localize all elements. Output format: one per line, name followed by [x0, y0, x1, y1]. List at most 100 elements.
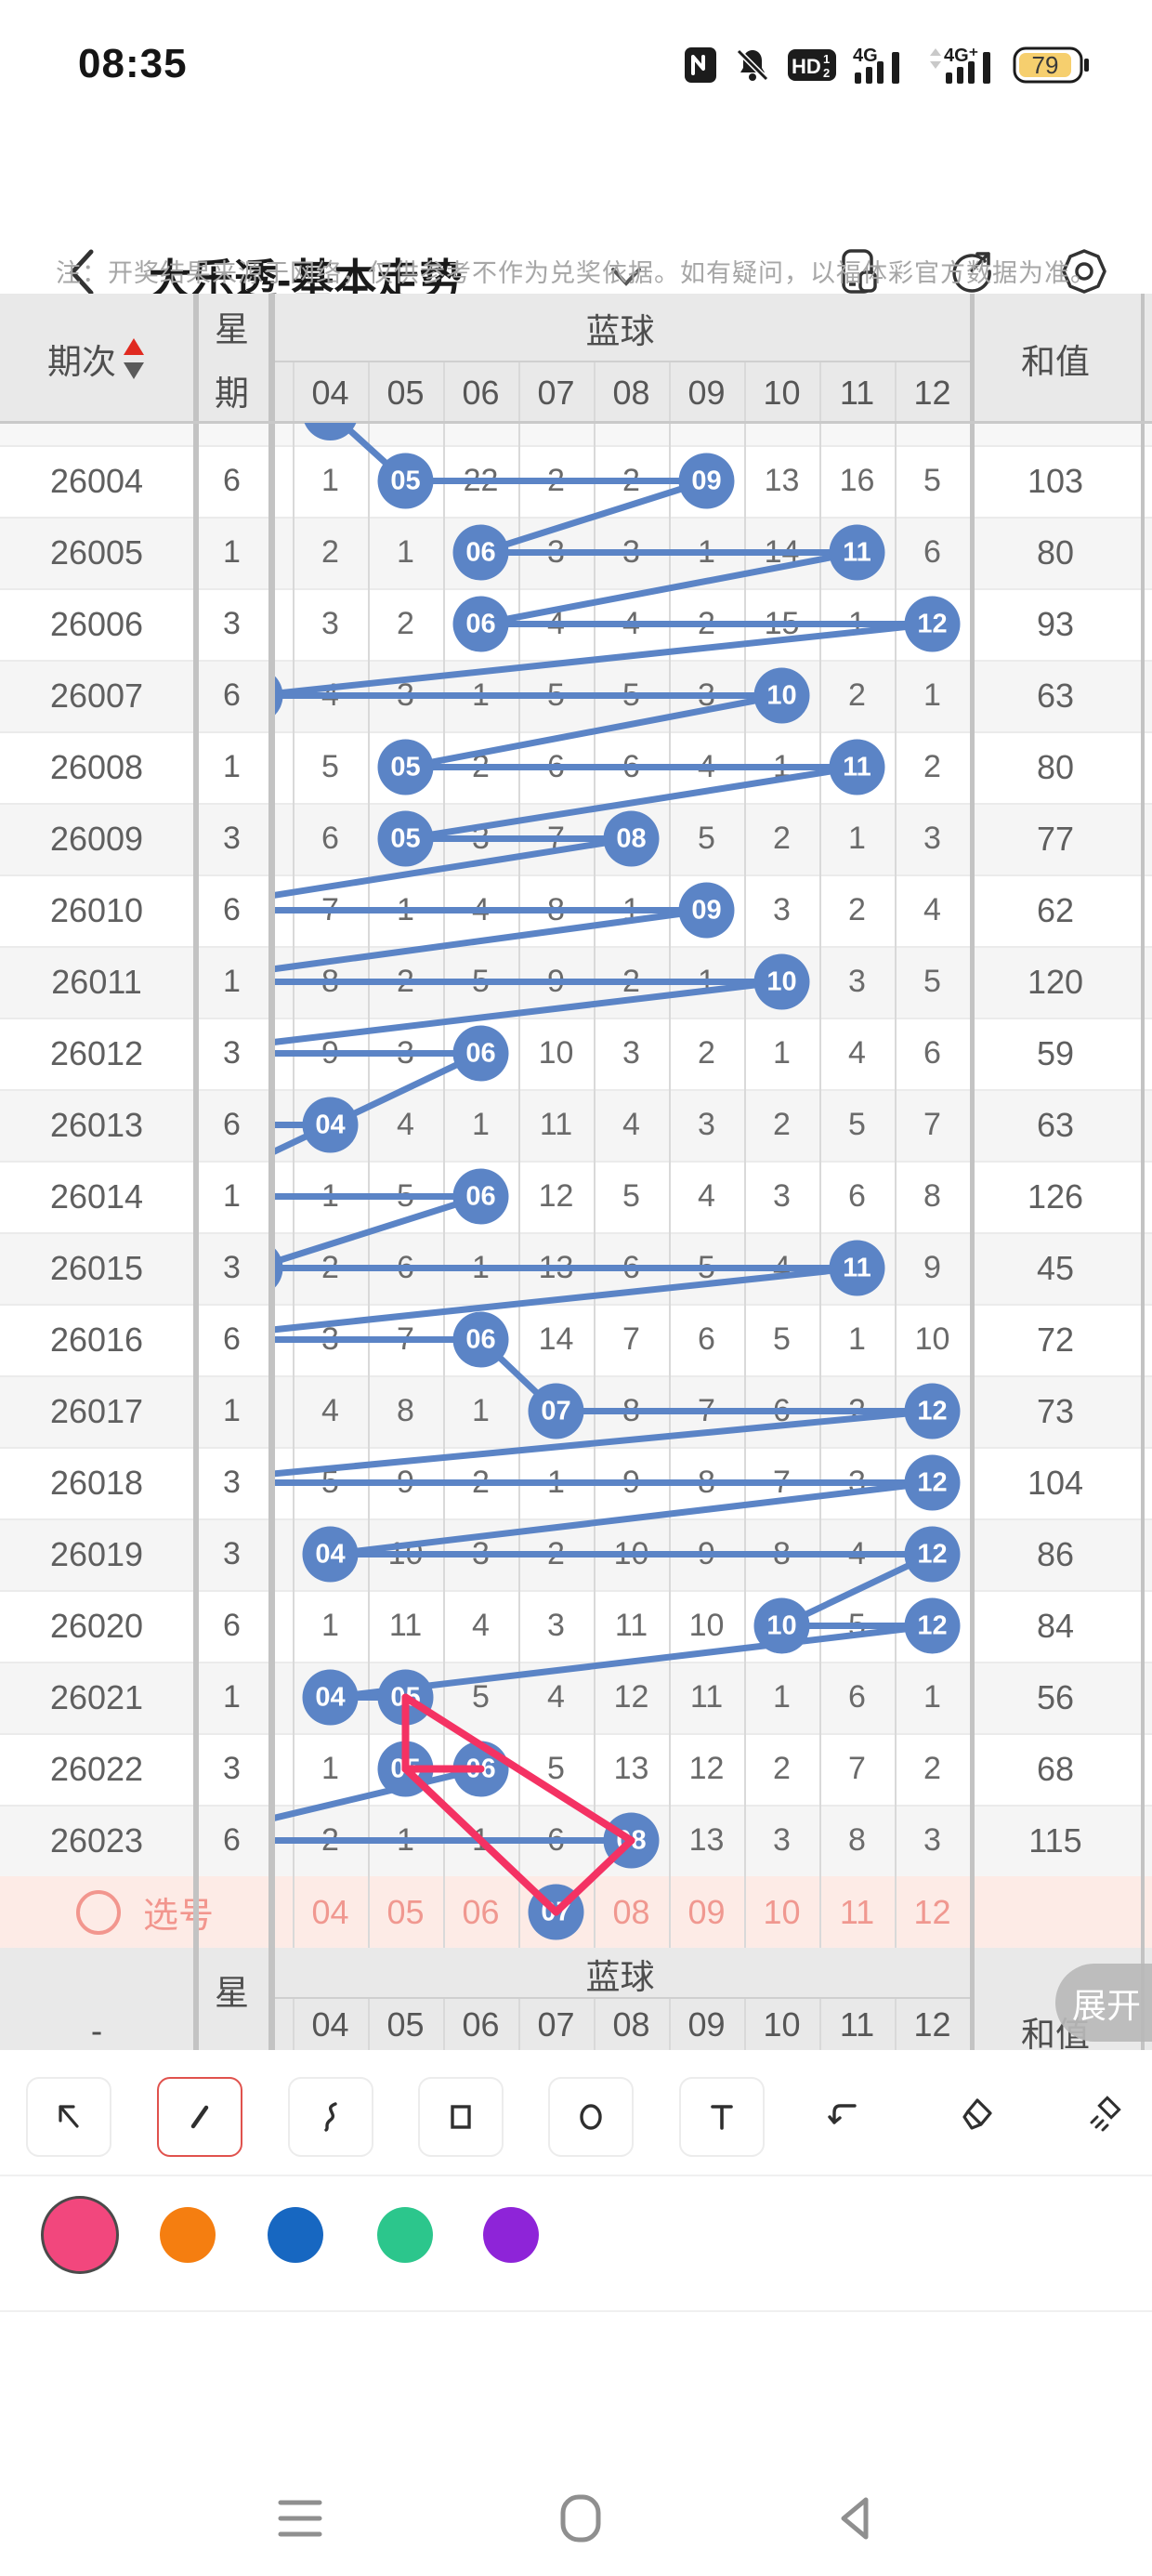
lottery-ball[interactable]: 07	[528, 1383, 584, 1439]
selection-number[interactable]: 12	[913, 1892, 951, 1931]
ball-col-header[interactable]: 08	[612, 2004, 650, 2044]
ball-col-header[interactable]: 11	[839, 2004, 875, 2044]
selection-number[interactable]: 08	[612, 1892, 650, 1931]
tool-line[interactable]	[157, 2077, 242, 2157]
trend-line	[402, 764, 860, 842]
selection-number[interactable]: 04	[311, 1892, 349, 1931]
lottery-ball[interactable]: 05	[377, 810, 434, 867]
lottery-ball[interactable]: 12	[904, 1597, 961, 1654]
ball-col-header[interactable]: 09	[687, 373, 726, 412]
table-row	[0, 1733, 1152, 1805]
sum-cell: 80	[1036, 747, 1075, 786]
lottery-ball[interactable]: 04	[302, 1669, 359, 1726]
miss-count-cell: 3	[547, 1608, 565, 1643]
period-column-header[interactable]: -	[90, 2012, 103, 2050]
color-swatch[interactable]	[377, 2207, 433, 2263]
ball-col-header[interactable]: 10	[763, 373, 801, 412]
dropdown-caret-icon[interactable]	[606, 263, 647, 291]
ball-col-header[interactable]: 04	[311, 373, 349, 412]
menu-icon[interactable]	[278, 2498, 322, 2539]
miss-count-cell: 3	[923, 821, 941, 856]
grid-line	[368, 362, 370, 1948]
color-swatch[interactable]	[160, 2207, 216, 2263]
lottery-ball[interactable]: 12	[904, 1454, 961, 1511]
period-column-header[interactable]: 期次	[0, 294, 193, 423]
brush-clean-icon[interactable]	[1082, 2093, 1127, 2137]
sum-column-header: 和值	[1021, 342, 1090, 381]
lottery-ball[interactable]: 06	[452, 1025, 509, 1082]
lottery-ball[interactable]: 12	[904, 1383, 961, 1439]
lottery-ball[interactable]: 11	[829, 739, 885, 795]
lottery-ball[interactable]: 08	[603, 810, 660, 867]
lottery-ball[interactable]: 06	[452, 524, 509, 581]
share-icon[interactable]	[948, 248, 994, 295]
back-nav-icon[interactable]	[834, 2495, 877, 2542]
lottery-ball[interactable]: 12	[904, 596, 961, 652]
ball-col-header[interactable]: 08	[612, 373, 650, 412]
lottery-ball[interactable]: 11	[829, 1240, 885, 1296]
expand-button[interactable]: 展开	[1055, 1964, 1152, 2042]
lottery-ball[interactable]: 10	[753, 667, 810, 724]
color-swatch-selected[interactable]	[41, 2196, 119, 2274]
row-separator	[0, 1304, 1152, 1306]
lottery-ball[interactable]: 04	[302, 1097, 359, 1153]
lottery-ball[interactable]: 05	[377, 739, 434, 795]
lottery-ball[interactable]: 11	[829, 524, 885, 581]
ball-col-header[interactable]: 06	[462, 373, 500, 412]
home-icon[interactable]	[559, 2493, 602, 2543]
lottery-ball[interactable]: 04	[303, 423, 359, 440]
selection-number[interactable]: 11	[839, 1892, 875, 1931]
tool-text[interactable]	[679, 2077, 765, 2157]
miss-count-cell: 5	[848, 1107, 866, 1142]
trend-line	[401, 1693, 635, 1845]
lottery-ball[interactable]: 09	[678, 882, 735, 939]
sort-arrows-icon[interactable]	[116, 335, 146, 383]
undo-icon[interactable]	[823, 2093, 868, 2137]
lottery-ball[interactable]: 10	[753, 953, 810, 1010]
tool-curve[interactable]	[288, 2077, 373, 2157]
ball-col-header[interactable]: 11	[839, 373, 875, 412]
float-window-icon[interactable]	[838, 248, 881, 295]
lottery-ball[interactable]: 05	[377, 453, 434, 509]
selection-number[interactable]: 09	[687, 1892, 726, 1931]
tool-rectangle[interactable]	[418, 2077, 504, 2157]
lottery-ball[interactable]: 06	[452, 1168, 509, 1225]
miss-count-cell: 1	[472, 1107, 490, 1142]
ball-col-header[interactable]: 05	[386, 373, 425, 412]
ball-col-header[interactable]: 07	[537, 373, 575, 412]
lottery-ball[interactable]: 06	[452, 1311, 509, 1368]
table-header-bottom	[0, 1948, 1152, 2050]
weekday-cell: 1	[223, 964, 241, 999]
sum-cell: 59	[1036, 1033, 1075, 1072]
svg-text:10: 10	[766, 1611, 796, 1641]
lottery-ball[interactable]: 04	[302, 1526, 359, 1583]
ball-col-header[interactable]: 10	[763, 2004, 801, 2044]
ball-col-header[interactable]: 07	[537, 2004, 575, 2044]
back-icon[interactable]	[65, 246, 97, 298]
miss-count-cell: 2	[773, 821, 791, 856]
trend-line	[402, 692, 785, 770]
lottery-ball[interactable]: 06	[452, 596, 509, 652]
lottery-ball[interactable]: 03	[275, 1241, 283, 1296]
ball-col-header[interactable]: 04	[311, 2004, 349, 2044]
table-header-top	[0, 294, 1152, 423]
lottery-ball[interactable]: 10	[753, 1597, 810, 1654]
tool-circle[interactable]	[548, 2077, 634, 2157]
lottery-ball[interactable]: 09	[678, 453, 735, 509]
eraser-icon[interactable]	[955, 2093, 1000, 2137]
ball-col-header[interactable]: 09	[687, 2004, 726, 2044]
lottery-ball[interactable]: 12	[904, 1526, 961, 1583]
color-swatch[interactable]	[483, 2207, 539, 2263]
selection-number[interactable]: 10	[763, 1892, 801, 1931]
ball-col-header[interactable]: 06	[462, 2004, 500, 2044]
selection-number[interactable]: 05	[386, 1892, 425, 1931]
selection-number[interactable]: 06	[462, 1892, 500, 1931]
color-swatch[interactable]	[268, 2207, 323, 2263]
miss-count-cell: 3	[773, 1822, 791, 1858]
ball-col-header[interactable]: 12	[913, 2004, 951, 2044]
settings-icon[interactable]	[1061, 248, 1107, 295]
tool-select-arrow[interactable]	[26, 2077, 111, 2157]
ball-col-header[interactable]: 05	[386, 2004, 425, 2044]
ball-col-header[interactable]: 12	[913, 373, 951, 412]
lottery-ball[interactable]: 03	[275, 668, 283, 724]
